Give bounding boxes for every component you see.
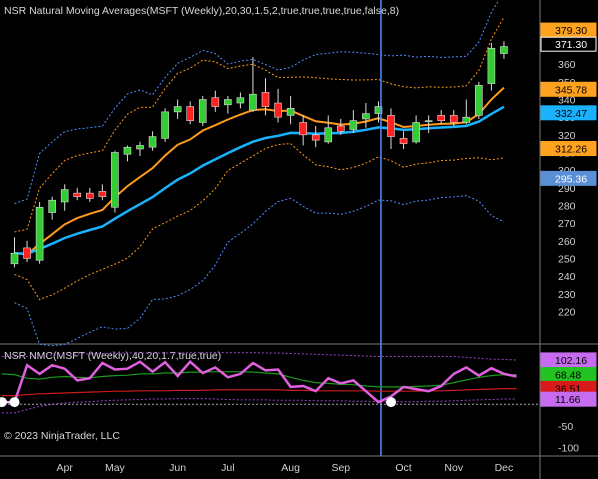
candle-body <box>324 127 333 143</box>
price-tag-label: 371.30 <box>555 39 587 51</box>
time-axis-label: Jun <box>169 462 186 474</box>
price-tag <box>540 170 597 186</box>
candle-body <box>336 125 345 132</box>
price-tag <box>540 141 597 157</box>
candle-body <box>224 99 232 106</box>
price-tag-label: 345.78 <box>555 84 587 96</box>
time-axis-label: Jul <box>221 462 234 474</box>
candle-body <box>437 115 446 122</box>
candle-body <box>236 97 245 104</box>
candle-body <box>374 106 383 114</box>
outer-lower-band-line <box>14 195 505 347</box>
candle-body <box>123 146 132 155</box>
oscillator-tag-label: 11.66 <box>555 394 581 406</box>
candle-body <box>462 116 471 123</box>
time-axis-label: Apr <box>57 462 74 474</box>
candle-body <box>249 93 257 111</box>
candle-body <box>86 192 94 199</box>
price-axis-tick-label: 250 <box>558 254 576 266</box>
candle-body <box>449 115 458 123</box>
time-axis-label: Nov <box>444 462 463 474</box>
price-panel-title: NSR Natural Moving Averages(MSFT (Weekly… <box>4 5 399 17</box>
candle-body <box>23 247 31 259</box>
price-axis-tick-label: 220 <box>558 307 576 319</box>
time-axis-label: Dec <box>495 462 514 474</box>
candle-body <box>412 122 420 143</box>
candle-body <box>35 206 44 261</box>
candle-body <box>148 136 157 148</box>
oscillator-tag <box>540 352 597 368</box>
time-axis-label: Aug <box>281 462 300 474</box>
oscillator-axis-tick-label: -100 <box>558 443 579 455</box>
candle-body <box>387 115 395 137</box>
osc-baseline <box>1 388 517 397</box>
oscillator-line <box>1 359 517 404</box>
candle-body <box>286 108 295 116</box>
price-tag-label: 332.47 <box>555 108 587 120</box>
candle-body <box>136 145 144 150</box>
copyright: © 2023 NinjaTrader, LLC <box>4 430 120 442</box>
time-axis-label: Oct <box>395 462 411 474</box>
candle-body <box>10 252 19 265</box>
candle-body <box>161 111 169 139</box>
slow-ma-line <box>14 105 505 256</box>
oscillator-tag <box>540 391 597 407</box>
candle-body <box>98 191 107 197</box>
outer-upper-band-line <box>14 0 500 205</box>
candle-body <box>311 134 320 141</box>
candle-body <box>48 199 56 213</box>
candle-body <box>186 106 194 121</box>
candle-body <box>111 152 119 208</box>
oscillator-tag-label: 102.16 <box>555 355 587 367</box>
candle-body <box>500 46 508 54</box>
price-axis-tick-label: 360 <box>558 59 576 71</box>
candle-body <box>261 92 270 107</box>
candle-body <box>198 99 207 123</box>
price-axis-tick-label: 240 <box>558 271 576 283</box>
candle-body <box>299 122 307 136</box>
lower-band-line <box>14 143 505 301</box>
price-tag <box>540 36 597 52</box>
price-axis-tick-label: 340 <box>558 95 576 107</box>
price-axis-tick-label: 230 <box>558 289 576 301</box>
price-axis-tick-label: 270 <box>558 218 576 230</box>
candle-body <box>173 106 182 113</box>
upper-band-line <box>14 16 505 233</box>
fast-ma-line <box>14 86 505 256</box>
time-axis-label: May <box>105 462 126 474</box>
time-axis-label: Sep <box>331 462 350 474</box>
oscillator-tag-label: 68.48 <box>555 370 581 382</box>
candle-body <box>475 85 483 116</box>
price-tag <box>540 81 597 97</box>
signal-dot <box>386 397 396 408</box>
candle-body <box>211 97 220 107</box>
price-tag-label: 379.30 <box>555 25 587 37</box>
candle-body <box>274 102 282 118</box>
candle-body <box>349 120 358 130</box>
candle-body <box>487 47 496 84</box>
price-axis-tick-label: 260 <box>558 236 576 248</box>
oscillator-axis-tick-label: -50 <box>558 421 573 433</box>
osc-upper-band <box>1 352 517 361</box>
price-tag-label: 295.36 <box>555 173 587 185</box>
candle-body <box>73 192 82 197</box>
candle-body <box>60 189 69 203</box>
candle-body <box>424 120 433 122</box>
price-axis-tick-label: 320 <box>558 130 576 142</box>
price-tag <box>540 105 597 121</box>
osc-lower-band <box>1 398 517 414</box>
price-axis-tick-label: 280 <box>558 201 576 213</box>
price-tag-label: 312.26 <box>555 144 587 156</box>
oscillator-panel-title: NSR NMC(MSFT (Weekly),40,20,1.7,true,tru… <box>4 350 221 362</box>
candle-body <box>399 138 408 144</box>
candle-body <box>362 113 370 120</box>
